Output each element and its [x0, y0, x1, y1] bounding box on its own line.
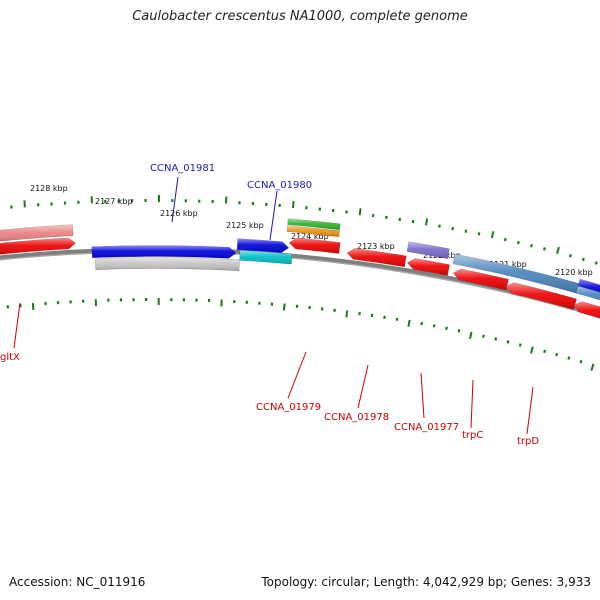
outer-tick-mark — [482, 334, 485, 338]
gene-CCNA-01978-shading — [347, 248, 407, 267]
gene-CCNA-01977-purple-shading — [407, 241, 450, 259]
kbp-label-2124: 2124 kbp — [291, 232, 329, 241]
gene-label-trpD: trpD — [517, 436, 539, 447]
outer-tick-mark — [567, 356, 571, 360]
gene-CCNA-01980-cyan-shading — [239, 250, 293, 265]
inner-tick-mark — [411, 219, 415, 224]
inner-tick-mark — [23, 200, 26, 208]
inner-tick-mark — [543, 247, 546, 251]
inner-tick-mark — [503, 237, 507, 242]
label-leader-lines — [13, 176, 534, 435]
inner-tick-mark — [556, 246, 560, 255]
leader-CCNA-01979 — [287, 351, 307, 399]
outer-tick-mark — [31, 302, 35, 311]
outer-tick-mark — [395, 317, 399, 321]
inner-tick-mark — [398, 217, 402, 222]
leader-CCNA-01981 — [171, 176, 179, 223]
accession-text: Accession: NC_011916 — [9, 575, 146, 589]
kbp-label-2126: 2126 kbp — [160, 209, 198, 218]
gene-trpC-shading — [453, 269, 509, 290]
gene-CCNA-01979-orange-shading — [287, 225, 340, 237]
gene-next-steel-shading — [576, 285, 600, 301]
kbp-label-2120: 2120 kbp — [555, 268, 593, 277]
gene-label-CCNA-01979: CCNA_01979 — [256, 402, 321, 413]
leader-CCNA-01978 — [357, 364, 369, 409]
outer-tick-mark — [370, 313, 374, 318]
gene-label-CCNA-01981: CCNA_01981 — [150, 163, 215, 174]
kbp-label-2123: 2123 kbp — [357, 242, 395, 251]
gene-trpC-cds-shading — [452, 254, 579, 294]
outer-tick-mark — [506, 340, 510, 344]
outer-tick-mark — [543, 349, 547, 354]
inner-tick-mark — [425, 218, 429, 226]
leader-gltX — [13, 302, 21, 349]
outer-tick-mark — [579, 359, 583, 364]
kbp-label-2125: 2125 kbp — [226, 221, 264, 230]
tick-marks — [6, 195, 598, 371]
gene-next-red-shading — [573, 301, 600, 319]
inner-tick-mark — [477, 232, 481, 236]
gene-label-gltX: gltX — [0, 352, 20, 363]
inner-tick-mark — [451, 226, 455, 231]
gene-CCNA-01977-red-shading — [407, 258, 450, 276]
inner-tick-mark — [530, 244, 533, 248]
gene-CCNA-01979-green-shading — [287, 218, 341, 230]
inner-tick-mark — [358, 208, 362, 216]
gene-next-blue-shading — [578, 279, 600, 293]
gene-label-CCNA-01980: CCNA_01980 — [247, 180, 312, 191]
outer-tick-mark — [420, 321, 424, 326]
outer-tick-mark — [530, 346, 534, 354]
kbp-label-2121: 2121 kbp — [489, 260, 527, 269]
gene-CCNA-01979-red-shading — [289, 237, 341, 254]
outer-tick-mark — [445, 326, 448, 331]
gene-trpD-shading — [505, 282, 577, 310]
gene-label-CCNA-01978: CCNA_01978 — [324, 412, 389, 423]
outer-tick-mark — [590, 363, 595, 371]
leader-CCNA-01980 — [269, 190, 278, 241]
outer-tick-mark — [457, 329, 461, 333]
inner-tick-mark — [490, 231, 495, 239]
kbp-label-2127: 2127 kbp — [95, 197, 133, 206]
inner-tick-mark — [581, 257, 585, 262]
gene-CCNA-01981-shading — [91, 245, 236, 259]
gene-gltX-cds-shading — [0, 224, 74, 242]
inner-tick-mark — [292, 200, 295, 209]
outer-tick-mark — [432, 324, 436, 328]
inner-tick-mark — [516, 240, 520, 245]
map-title: Caulobacter crescentus NA1000, complete … — [132, 9, 468, 24]
gene-CCNA-01980-shading — [237, 238, 289, 253]
outer-tick-mark — [494, 337, 498, 341]
genome-backbone-highlight — [0, 251, 600, 319]
gene-CCNA-01981-gray-shading — [95, 257, 240, 271]
gene-label-CCNA-01977: CCNA_01977 — [394, 422, 459, 433]
leader-trpD — [526, 386, 534, 435]
inner-tick-mark — [438, 224, 441, 228]
outer-tick-mark — [469, 331, 473, 340]
gene-features — [0, 218, 600, 319]
leader-trpC — [470, 379, 474, 429]
inner-tick-mark — [569, 254, 572, 258]
outer-tick-mark — [555, 352, 559, 357]
outer-tick-mark — [345, 310, 349, 318]
inner-tick-mark — [464, 229, 468, 233]
kbp-label-2128: 2128 kbp — [30, 184, 68, 193]
inner-tick-mark — [594, 261, 598, 265]
gene-gltX-shading — [0, 237, 76, 255]
genome-summary-text: Topology: circular; Length: 4,042,929 bp… — [261, 575, 591, 589]
outer-tick-mark — [518, 343, 522, 347]
outer-tick-mark — [407, 319, 411, 327]
leader-CCNA-01977 — [420, 372, 425, 419]
gene-labels: CCNA_01981 CCNA_01980 gltX CCNA_01979 CC… — [0, 163, 539, 447]
gene-label-trpC: trpC — [462, 430, 483, 441]
outer-tick-mark — [283, 303, 286, 311]
